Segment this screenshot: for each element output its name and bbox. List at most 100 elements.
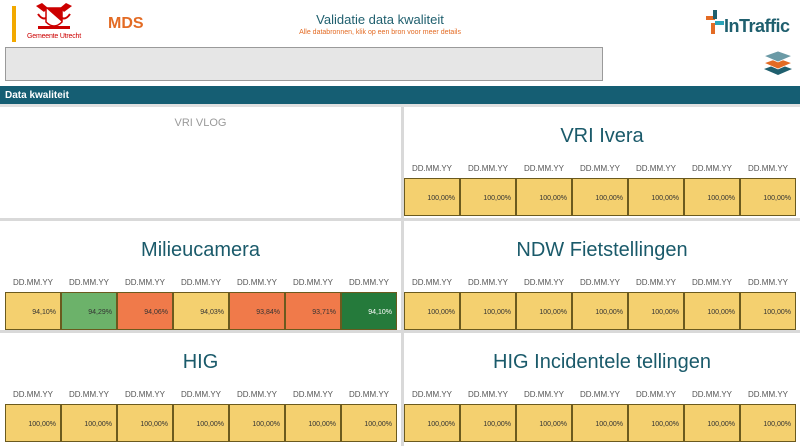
date-label: DD.MM.YY (125, 278, 165, 287)
quality-cell[interactable]: 100,00% (117, 404, 173, 442)
accent-bar (12, 6, 16, 42)
date-label: DD.MM.YY (13, 390, 53, 399)
section-header: Data kwaliteit (0, 86, 800, 104)
date-label: DD.MM.YY (69, 390, 109, 399)
intraffic-logo: InTraffic (706, 8, 800, 42)
date-label: DD.MM.YY (181, 278, 221, 287)
quality-cell[interactable]: 100,00% (61, 404, 117, 442)
date-label: DD.MM.YY (524, 390, 564, 399)
dashboard-header: Gemeente Utrecht MDS Validatie data kwal… (0, 0, 800, 86)
section-underline (0, 104, 800, 107)
date-label: DD.MM.YY (580, 164, 620, 173)
panel-vri-ivera[interactable]: VRI Ivera DD.MM.YY DD.MM.YY DD.MM.YY DD.… (404, 107, 800, 218)
date-label: DD.MM.YY (293, 390, 333, 399)
quality-cell[interactable]: 100,00% (5, 404, 61, 442)
quality-cell[interactable]: 100,00% (628, 292, 684, 330)
date-label: DD.MM.YY (181, 390, 221, 399)
date-label: DD.MM.YY (580, 278, 620, 287)
panel-vri-vlog[interactable]: VRI VLOG (0, 107, 401, 218)
quality-cell[interactable]: 100,00% (516, 404, 572, 442)
date-label: DD.MM.YY (636, 278, 676, 287)
filter-box[interactable] (5, 47, 603, 81)
quality-cell[interactable]: 100,00% (404, 404, 460, 442)
quality-cell-row: 100,00% 100,00% 100,00% 100,00% 100,00% 100,0… (404, 178, 800, 216)
date-label: DD.MM.YY (13, 278, 53, 287)
quality-cell-row: 94,10% 94,29% 94,06% 94,03% 93,84% 93,71% 94,1… (5, 292, 401, 330)
date-label: DD.MM.YY (692, 278, 732, 287)
date-header-row: DD.MM.YY DD.MM.YY DD.MM.YY DD.MM.YY DD.M… (0, 278, 400, 290)
panel-hig-incidentele-tellingen[interactable]: HIG Incidentele tellingen DD.MM.YY DD.MM… (404, 333, 800, 446)
coat-of-arms-icon (36, 3, 72, 29)
date-label: DD.MM.YY (293, 278, 333, 287)
quality-cell[interactable]: 100,00% (628, 404, 684, 442)
date-header-row: DD.MM.YY DD.MM.YY DD.MM.YY DD.MM.YY DD.M… (404, 278, 800, 290)
panel-title: VRI Ivera (560, 125, 644, 147)
panel-title: Milieucamera (141, 239, 260, 261)
date-label: DD.MM.YY (349, 278, 389, 287)
quality-cell[interactable]: 100,00% (740, 178, 796, 216)
date-label: DD.MM.YY (412, 164, 452, 173)
quality-cell[interactable]: 93,84% (229, 292, 285, 330)
quality-cell[interactable]: 100,00% (572, 178, 628, 216)
column-divider (401, 107, 404, 446)
quality-cell[interactable]: 93,71% (285, 292, 341, 330)
quality-cell[interactable]: 94,10% (5, 292, 61, 330)
intraffic-text: InTraffic (724, 16, 790, 36)
quality-cell[interactable]: 100,00% (516, 178, 572, 216)
quality-cell[interactable]: 100,00% (572, 404, 628, 442)
date-label: DD.MM.YY (692, 164, 732, 173)
panel-milieucamera[interactable]: Milieucamera DD.MM.YY DD.MM.YY DD.MM.YY … (0, 221, 401, 330)
quality-cell[interactable]: 100,00% (572, 292, 628, 330)
quality-cell[interactable]: 100,00% (684, 292, 740, 330)
quality-cell[interactable]: 100,00% (404, 178, 460, 216)
date-label: DD.MM.YY (349, 390, 389, 399)
quality-cell[interactable]: 100,00% (460, 178, 516, 216)
quality-cell[interactable]: 100,00% (285, 404, 341, 442)
date-header-row: DD.MM.YY DD.MM.YY DD.MM.YY DD.MM.YY DD.M… (404, 390, 800, 402)
quality-cell[interactable]: 100,00% (740, 292, 796, 330)
date-label: DD.MM.YY (636, 164, 676, 173)
quality-cell[interactable]: 100,00% (460, 292, 516, 330)
panel-hig[interactable]: HIG DD.MM.YY DD.MM.YY DD.MM.YY DD.MM.YY … (0, 333, 401, 446)
quality-cell[interactable]: 100,00% (460, 404, 516, 442)
app-title: MDS (108, 15, 144, 32)
date-header-row: DD.MM.YY DD.MM.YY DD.MM.YY DD.MM.YY DD.M… (0, 390, 400, 402)
gemeente-utrecht-logo: Gemeente Utrecht (22, 2, 86, 44)
date-label: DD.MM.YY (412, 278, 452, 287)
quality-cell[interactable]: 94,03% (173, 292, 229, 330)
date-label: DD.MM.YY (748, 164, 788, 173)
date-label: DD.MM.YY (237, 278, 277, 287)
date-label: DD.MM.YY (748, 278, 788, 287)
panel-title: HIG (182, 351, 219, 373)
date-label: DD.MM.YY (524, 164, 564, 173)
row-divider (0, 330, 800, 333)
quality-cell[interactable]: 100,00% (229, 404, 285, 442)
date-header-row: DD.MM.YY DD.MM.YY DD.MM.YY DD.MM.YY DD.M… (404, 164, 800, 176)
quality-cell[interactable]: 94,29% (61, 292, 117, 330)
date-label: DD.MM.YY (468, 164, 508, 173)
quality-cell[interactable]: 94,10% (341, 292, 397, 330)
quality-cell[interactable]: 100,00% (628, 178, 684, 216)
quality-cell[interactable]: 100,00% (341, 404, 397, 442)
intraffic-mark-icon (706, 10, 724, 34)
page-subtitle: Alle databronnen, klik op een bron voor … (299, 29, 461, 36)
date-label: DD.MM.YY (580, 390, 620, 399)
date-label: DD.MM.YY (468, 278, 508, 287)
quality-cell[interactable]: 100,00% (516, 292, 572, 330)
layers-icon[interactable] (762, 48, 794, 76)
quality-cell[interactable]: 100,00% (684, 404, 740, 442)
quality-cell[interactable]: 100,00% (173, 404, 229, 442)
date-label: DD.MM.YY (524, 278, 564, 287)
row-divider (0, 218, 800, 221)
quality-cell[interactable]: 100,00% (404, 292, 460, 330)
quality-cell[interactable]: 100,00% (684, 178, 740, 216)
date-label: DD.MM.YY (412, 390, 452, 399)
logo-text: Gemeente Utrecht (27, 33, 81, 40)
date-label: DD.MM.YY (748, 390, 788, 399)
quality-cell[interactable]: 94,06% (117, 292, 173, 330)
date-label: DD.MM.YY (468, 390, 508, 399)
quality-cell[interactable]: 100,00% (740, 404, 796, 442)
panel-title: HIG Incidentele tellingen (493, 351, 711, 373)
panel-ndw-fietstellingen[interactable]: NDW Fietstellingen DD.MM.YY DD.MM.YY DD.… (404, 221, 800, 330)
quality-cell-row: 100,00% 100,00% 100,00% 100,00% 100,00% 100,0… (5, 404, 401, 442)
